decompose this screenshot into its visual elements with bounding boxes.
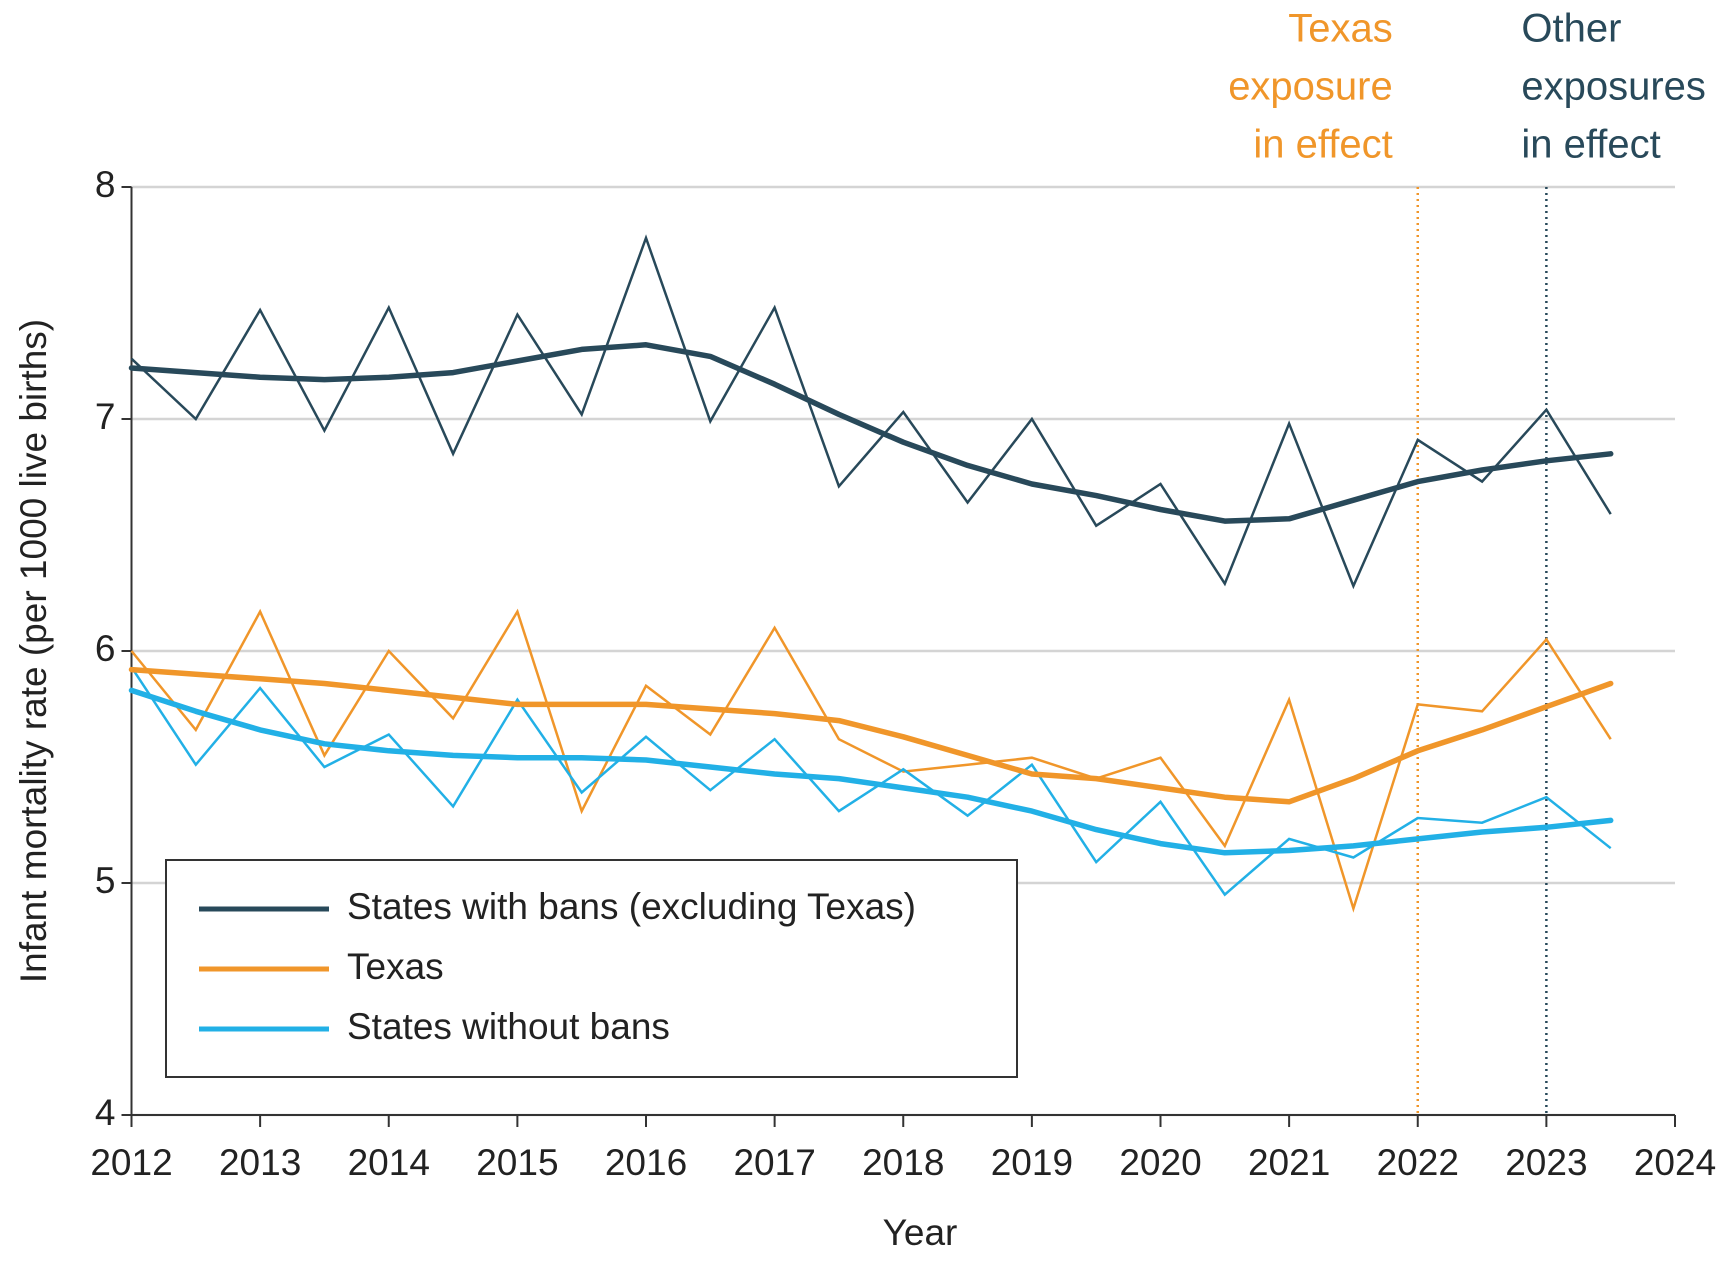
y-tick-label: 7 [95, 396, 116, 437]
trend-line [128, 666, 1614, 805]
x-tick-label: 2023 [1505, 1142, 1587, 1183]
x-tick-label: 2015 [476, 1142, 558, 1183]
y-tick-label: 8 [95, 164, 116, 205]
raw-line [130, 666, 1612, 897]
x-tick-label: 2012 [90, 1142, 172, 1183]
legend-label: States without bans [347, 1006, 670, 1047]
x-tick-label: 2018 [862, 1142, 944, 1183]
annotation-text: exposure [1228, 65, 1393, 109]
trend-line [128, 687, 1614, 856]
annotation-text: in effect [1253, 123, 1392, 167]
raw-line [130, 234, 1612, 590]
x-axis-title: Year [883, 1212, 958, 1253]
x-tick-label: 2016 [605, 1142, 687, 1183]
y-tick-label: 5 [95, 860, 116, 901]
x-tick-label: 2022 [1377, 1142, 1459, 1183]
x-tick-label: 2021 [1248, 1142, 1330, 1183]
x-tick-label: 2024 [1634, 1142, 1716, 1183]
legend-label: States with bans (excluding Texas) [347, 886, 916, 927]
trend-line [128, 342, 1614, 524]
x-tick-label: 2017 [733, 1142, 815, 1183]
y-axis-title: Infant mortality rate (per 1000 live bir… [13, 319, 54, 983]
x-tick-label: 2019 [991, 1142, 1073, 1183]
annotation-text: in effect [1521, 123, 1660, 167]
x-tick-label: 2013 [219, 1142, 301, 1183]
raw-line [130, 608, 1612, 913]
y-tick-label: 4 [95, 1092, 116, 1133]
legend-label: Texas [347, 946, 444, 987]
x-tick-label: 2020 [1119, 1142, 1201, 1183]
annotation-text: Texas [1288, 7, 1393, 51]
annotation-text: Other [1521, 7, 1621, 51]
x-tick-label: 2014 [348, 1142, 430, 1183]
annotation-text: exposures [1521, 65, 1706, 109]
y-tick-label: 6 [95, 628, 116, 669]
